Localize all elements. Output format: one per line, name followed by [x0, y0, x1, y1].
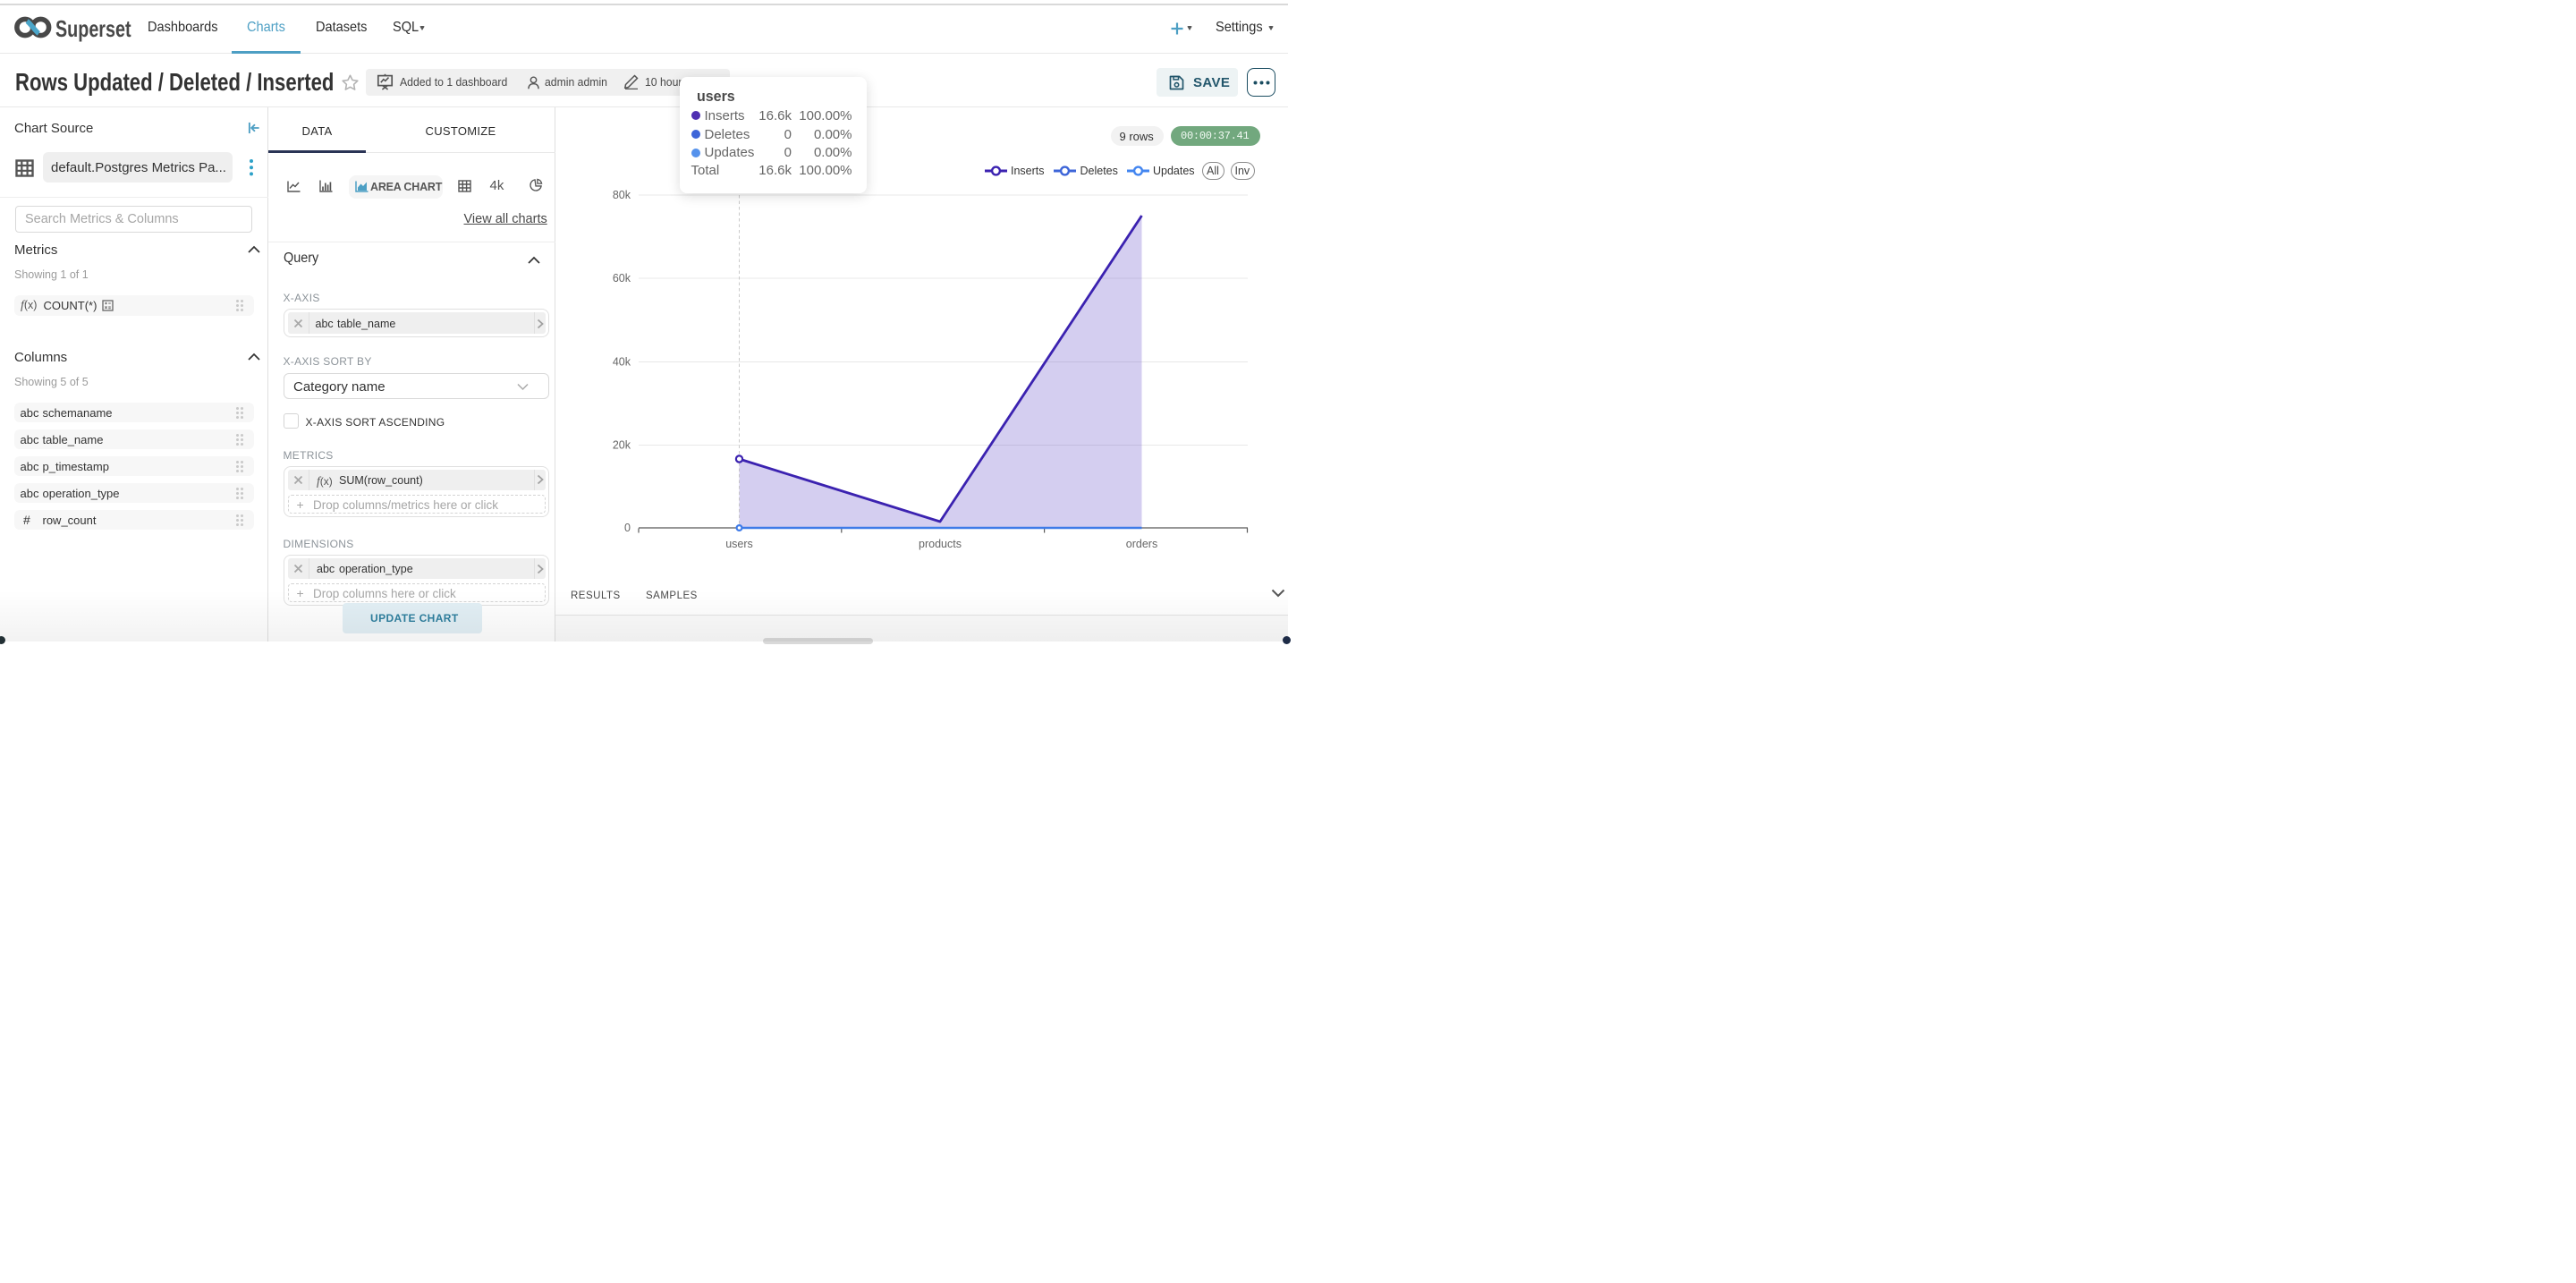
svg-text:40k: 40k: [613, 356, 631, 369]
svg-text:0: 0: [624, 522, 631, 534]
svg-text:20k: 20k: [613, 439, 631, 452]
svg-text:orders: orders: [1126, 538, 1157, 550]
svg-text:60k: 60k: [613, 272, 631, 285]
svg-text:products: products: [919, 538, 962, 550]
svg-text:80k: 80k: [613, 189, 631, 201]
svg-text:users: users: [725, 538, 753, 550]
